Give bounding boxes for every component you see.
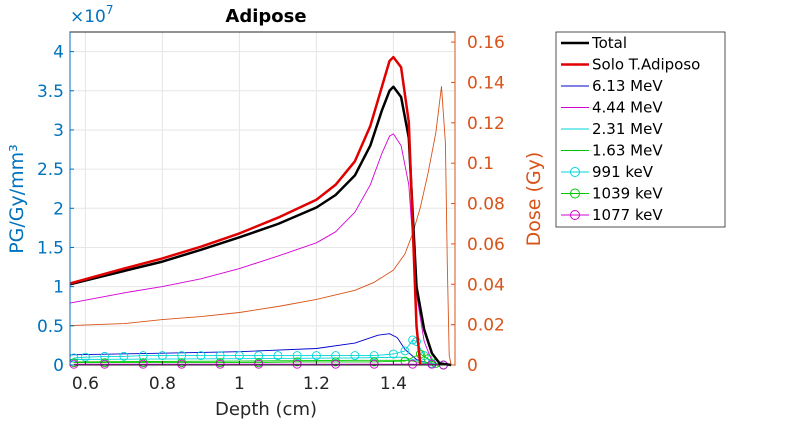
legend-marker-1039-kev	[570, 188, 580, 199]
right-tick-label: 0.16	[467, 33, 505, 53]
legend-label-2-31-mev: 2.31 MeV	[592, 120, 663, 138]
series-marker-991-kev	[177, 351, 187, 361]
series-marker-991-kev	[273, 351, 283, 361]
series-marker-991-kev	[369, 351, 379, 361]
series-marker-1077-kev	[100, 359, 110, 369]
legend-label-1077-kev: 1077 keV	[592, 206, 663, 224]
right-axis-ticks: 0 0.02 0.04 0.06 0.08 0.1 0.12 0.14 0.16	[451, 32, 505, 376]
legend-label-991-kev: 991 keV	[592, 163, 654, 181]
legend-label-solo-t-adiposo: Solo T.Adiposo	[592, 56, 700, 74]
left-axis-ticks: 0 0.5 1 1.5 2 2.5 3 3.5 4	[37, 32, 74, 376]
x-tick-label: 0.6	[72, 374, 99, 394]
series-marker-991-kev	[254, 351, 264, 361]
left-axis-exponent: ×107	[70, 3, 114, 27]
series-marker-991-kev	[350, 351, 360, 361]
legend-marker-1077-kev	[570, 210, 580, 220]
exponent-base: ×10	[70, 7, 106, 27]
series-line-991-kev	[73, 339, 444, 366]
exponent-power: 7	[106, 3, 114, 17]
series-marker-1039-kev	[369, 357, 379, 367]
series-marker-1077-kev	[215, 359, 225, 369]
series-line-dose	[69, 86, 452, 366]
left-tick-label: 0.5	[37, 317, 64, 337]
right-tick-label: 0.14	[467, 73, 505, 93]
right-tick-label: 0	[467, 356, 478, 376]
left-tick-label: 3	[53, 121, 64, 141]
x-tick-label: 0.8	[149, 374, 176, 394]
right-tick-label: 0.08	[467, 195, 505, 215]
series-marker-1077-kev	[254, 359, 264, 369]
right-tick-label: 0.02	[467, 316, 505, 336]
series-line-1077-kev	[73, 363, 444, 366]
series-line-1-63-mev	[69, 359, 440, 366]
right-tick-label: 0.06	[467, 235, 505, 255]
legend-label-1039-kev: 1039 keV	[592, 185, 663, 203]
chart-title: Adipose	[225, 6, 306, 27]
legend-marker-991-kev	[570, 167, 580, 177]
series-line-4-44-mev	[69, 133, 440, 366]
legend: Total Solo T.Adiposo 6.13 MeV 4.44 MeV 2.31 …	[555, 31, 726, 228]
series-marker-991-kev	[138, 351, 148, 361]
series-line-total	[69, 85, 452, 367]
x-tick-label: 1.2	[303, 374, 330, 394]
x-axis-label: Depth (cm)	[215, 399, 317, 420]
series-line-solo-t-adiposo	[69, 55, 422, 366]
right-tick-label: 0.12	[467, 114, 505, 134]
series-marker-991-kev	[119, 351, 129, 361]
legend-label-total: Total	[591, 34, 627, 52]
left-tick-label: 4	[53, 43, 64, 63]
series-marker-1039-kev	[331, 357, 341, 367]
series-marker-991-kev	[292, 351, 302, 361]
series-marker-991-kev	[157, 351, 167, 361]
series-marker-1039-kev	[292, 357, 302, 367]
series-marker-1077-kev	[292, 359, 302, 369]
left-y-axis-label: PG/Gy/mm³	[6, 144, 28, 254]
plot-series	[69, 55, 452, 370]
series-marker-1077-kev	[427, 359, 437, 369]
right-y-axis-label: Dose (Gy)	[523, 152, 545, 247]
series-marker-991-kev	[311, 351, 321, 361]
legend-label-4-44-mev: 4.44 MeV	[592, 99, 663, 117]
series-marker-1077-kev	[331, 359, 341, 369]
left-tick-label: 3.5	[37, 82, 64, 102]
grid-lines	[70, 32, 455, 366]
legend-label-1-63-mev: 1.63 MeV	[592, 142, 663, 160]
series-marker-991-kev	[215, 351, 225, 361]
x-tick-label: 1.4	[380, 374, 407, 394]
right-tick-label: 0.1	[467, 154, 494, 174]
series-marker-991-kev	[234, 351, 244, 361]
right-tick-label: 0.04	[467, 275, 505, 295]
axes-box	[69, 31, 456, 366]
left-tick-label: 1	[53, 278, 64, 298]
x-axis-ticks: 0.6 0.8 1 1.2 1.4	[72, 361, 407, 394]
series-marker-1077-kev	[177, 359, 187, 369]
legend-label-6-13-mev: 6.13 MeV	[592, 77, 663, 95]
left-tick-label: 1.5	[37, 238, 64, 258]
series-marker-1077-kev	[138, 359, 148, 369]
series-marker-1077-kev	[369, 359, 379, 369]
x-tick-label: 1	[234, 374, 245, 394]
left-tick-label: 2	[53, 199, 64, 219]
series-marker-991-kev	[388, 349, 398, 359]
series-marker-1077-kev	[408, 359, 418, 369]
series-marker-991-kev	[196, 351, 206, 361]
series-marker-991-kev	[331, 351, 341, 361]
series-marker-991-kev	[400, 346, 410, 356]
left-tick-label: 0	[53, 356, 64, 376]
left-tick-label: 2.5	[37, 160, 64, 180]
